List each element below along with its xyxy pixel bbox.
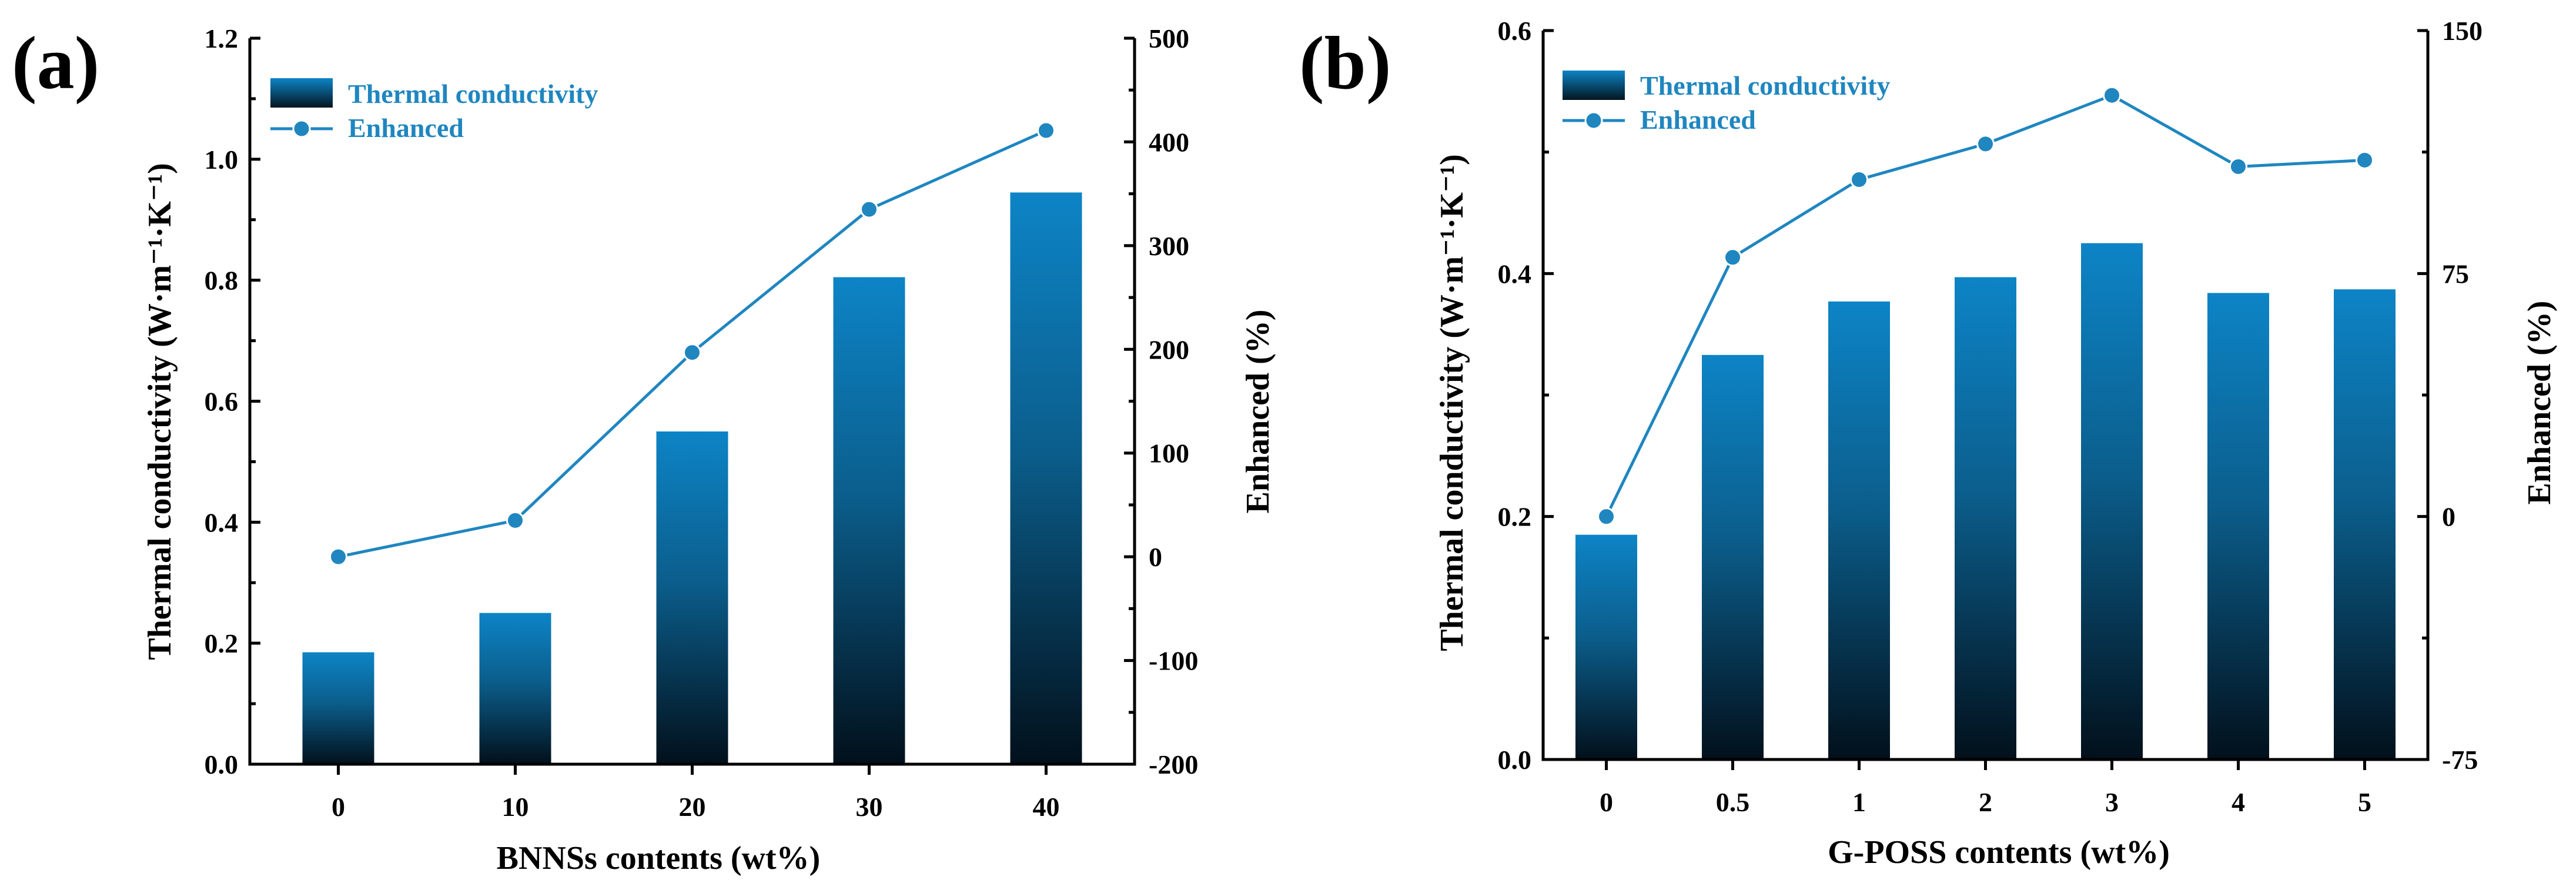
bar-4 (2207, 293, 2269, 759)
enhanced-point-0 (1597, 507, 1615, 526)
x-tick-label: 1 (1852, 787, 1866, 817)
panel-b-x-ticks: 0 0.5 1 2 3 4 5 (1600, 759, 2371, 817)
bar-0 (302, 652, 374, 764)
panel-b-markers (1597, 86, 2374, 526)
left-tick-label: 0.6 (1498, 16, 1532, 46)
panel-b-x-axis-title: G-POSS contents (wt%) (1828, 834, 2170, 871)
left-tick-label: 0.4 (205, 507, 239, 537)
chart-panel-a: (a) 0.00.20.40.60.81.01.2 -200-100010020… (12, 21, 1276, 876)
x-tick-label: 4 (2232, 787, 2245, 817)
right-tick-label: 150 (2442, 16, 2483, 46)
legend-thermal-conductivity: Thermal conductivity (1640, 71, 1890, 101)
x-tick-label: 0.5 (1716, 787, 1750, 817)
bar-5 (2334, 289, 2396, 759)
x-tick-label: 5 (2358, 787, 2371, 817)
panel-a-legend: Thermal conductivity Enhanced (270, 78, 598, 143)
left-tick-label: 0.8 (205, 266, 239, 296)
panel-a-x-ticks: 0 10 20 30 40 (332, 764, 1060, 822)
right-tick-label: 0 (1149, 542, 1162, 572)
left-tick-label: 1.2 (205, 24, 239, 53)
enhanced-point-0 (329, 547, 347, 566)
right-tick-label: 200 (1149, 334, 1189, 364)
bar-2 (1955, 277, 2016, 759)
panel-b-right-ticks: -75 0 75 150 (2417, 16, 2483, 775)
bar-30 (833, 277, 905, 764)
panel-b-left-ticks: 0.0 0.2 0.4 0.6 (1498, 16, 1554, 775)
bar-3 (2081, 243, 2143, 760)
bar-0 (1575, 534, 1637, 759)
bar-20 (656, 431, 728, 764)
enhanced-point-0_5 (1724, 248, 1742, 267)
left-tick-label: 0.6 (205, 387, 239, 417)
legend-bar-swatch (270, 78, 333, 108)
x-tick-label: 40 (1033, 792, 1060, 822)
bar-40 (1010, 192, 1082, 764)
panel-a-markers (329, 121, 1055, 566)
legend-marker (292, 119, 311, 138)
right-tick-label: 400 (1149, 127, 1189, 157)
right-tick-label: -200 (1149, 750, 1198, 779)
panel-b-legend: Thermal conductivity Enhanced (1563, 71, 1890, 135)
right-tick-label: -100 (1149, 646, 1198, 676)
enhanced-point-2 (1976, 135, 1995, 153)
panel-a-right-ticks: -200 -100 0 100 200 300 400 500 (1124, 24, 1198, 779)
legend-enhanced: Enhanced (1640, 105, 1756, 135)
right-tick-label: -75 (2442, 745, 2478, 775)
legend-enhanced: Enhanced (348, 113, 464, 143)
x-tick-label: 20 (679, 792, 706, 822)
legend-thermal-conductivity: Thermal conductivity (348, 79, 598, 109)
enhanced-point-4 (2229, 157, 2247, 176)
panel-a-label: (a) (12, 21, 99, 105)
enhanced-point-1 (1850, 170, 1868, 189)
enhanced-point-5 (2356, 150, 2374, 169)
panel-a-left-axis-title: Thermal conductivity (W·m⁻¹·K⁻¹) (142, 163, 178, 660)
x-tick-label: 2 (1979, 787, 1992, 817)
x-tick-label: 0 (332, 792, 345, 822)
left-tick-label: 0.0 (1498, 745, 1532, 775)
left-tick-label: 0.0 (205, 750, 239, 779)
panel-a-bars (302, 192, 1082, 764)
legend-marker (1584, 111, 1603, 130)
bar-0_5 (1702, 354, 1764, 759)
legend-bar-swatch (1563, 71, 1625, 100)
left-tick-label: 0.2 (1498, 502, 1532, 532)
panel-a-right-axis-title: Enhanced (%) (1240, 310, 1276, 514)
enhanced-point-20 (683, 343, 701, 362)
enhanced-point-40 (1037, 121, 1055, 140)
left-tick-label: 1.0 (205, 145, 239, 175)
left-tick-label: 0.2 (205, 628, 239, 658)
panel-b-right-axis-title: Enhanced (%) (2521, 301, 2558, 505)
x-tick-label: 30 (856, 792, 883, 822)
enhanced-point-3 (2103, 86, 2121, 105)
bar-1 (1828, 301, 1890, 759)
x-tick-label: 10 (502, 792, 529, 822)
right-tick-label: 100 (1149, 439, 1189, 469)
right-tick-label: 75 (2442, 259, 2469, 289)
panel-a-left-ticks: 0.0 0.2 0.4 0.6 0.8 1.0 1.2 (205, 24, 260, 779)
enhanced-point-10 (506, 511, 524, 530)
right-tick-label: 0 (2442, 502, 2455, 532)
panel-b-bars (1575, 243, 2396, 760)
right-tick-label: 300 (1149, 231, 1189, 261)
panel-a-x-axis-title: BNNSs contents (wt%) (497, 840, 821, 876)
enhanced-point-30 (860, 200, 878, 219)
bar-10 (479, 613, 551, 764)
panel-b-label: (b) (1299, 21, 1391, 105)
x-tick-label: 3 (2105, 787, 2119, 817)
left-tick-label: 0.4 (1498, 259, 1532, 289)
panel-b-left-axis-title: Thermal conductivity (W·m⁻¹·K⁻¹) (1434, 154, 1470, 651)
right-tick-label: 500 (1149, 24, 1189, 53)
chart-panel-b: (b) 0.0 0.2 0.4 0.6 -75 0 75 150 0 0.5 1 2 3 4 5 G-P… (1299, 16, 2558, 871)
x-tick-label: 0 (1600, 787, 1613, 817)
